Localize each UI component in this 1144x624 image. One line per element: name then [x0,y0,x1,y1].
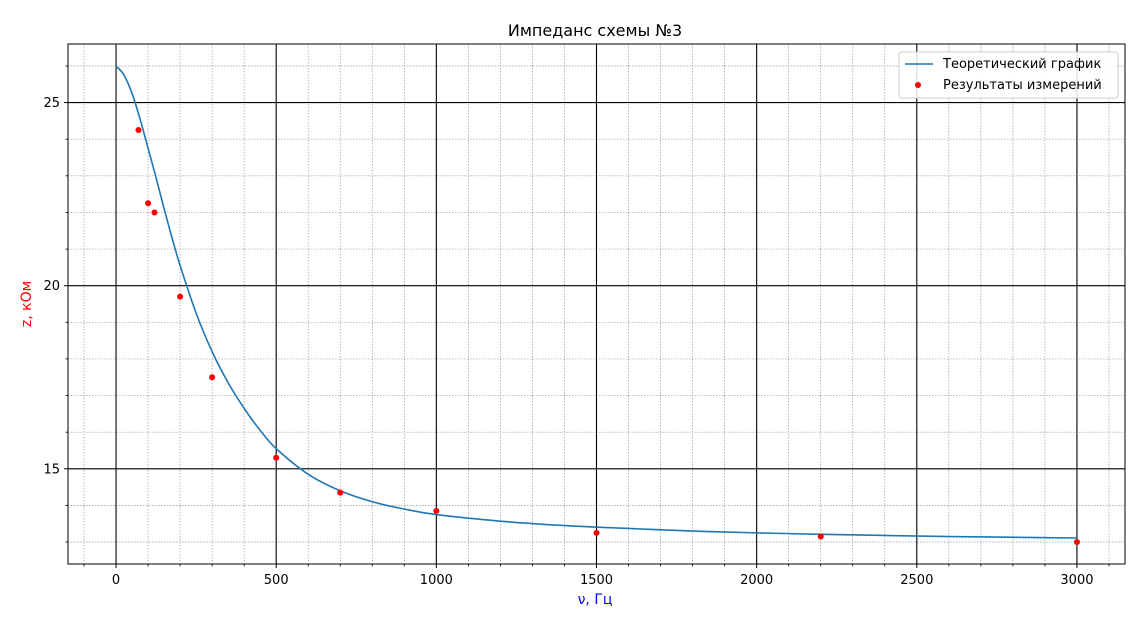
major-grid [68,44,1125,564]
theory-series-line [115,65,1077,539]
legend-label-theory: Теоретический график [942,57,1101,72]
x-tick-label: 0 [112,573,120,588]
y-tick-label: 25 [43,96,60,111]
x-axis-label: ν, Гц [578,592,613,608]
x-tick-label: 2000 [740,573,773,588]
legend-box [898,51,1119,99]
x-tick-label: 500 [264,573,289,588]
ticks-layer: 0 500 1000 1500 2000 2500 3000 15 20 25 [43,65,1110,588]
x-tick-label: 2500 [900,573,933,588]
measurement-point [273,454,280,461]
measurement-point [337,489,344,496]
y-tick-label: 20 [43,279,60,294]
legend-marker-swatch [915,82,921,88]
series-layer [115,65,1080,546]
legend-label-measurements: Результаты измерений [943,78,1102,93]
x-tick-label: 3000 [1060,573,1093,588]
measurement-point [177,293,184,300]
measurement-point [209,374,216,381]
measurement-point [135,127,142,134]
legend: Теоретический график Результаты измерени… [898,51,1119,99]
measurement-point [593,529,600,536]
measurement-point [145,200,152,207]
measurement-point [1073,539,1080,546]
y-axis-label: z, кОм [19,281,35,327]
chart-title: Импеданс схемы №3 [508,21,682,40]
x-tick-label: 1500 [580,573,613,588]
measurement-point [433,507,440,514]
x-tick-label: 1000 [420,573,453,588]
measurement-point [151,209,158,216]
y-tick-label: 15 [43,462,60,477]
measurement-point [817,533,824,540]
